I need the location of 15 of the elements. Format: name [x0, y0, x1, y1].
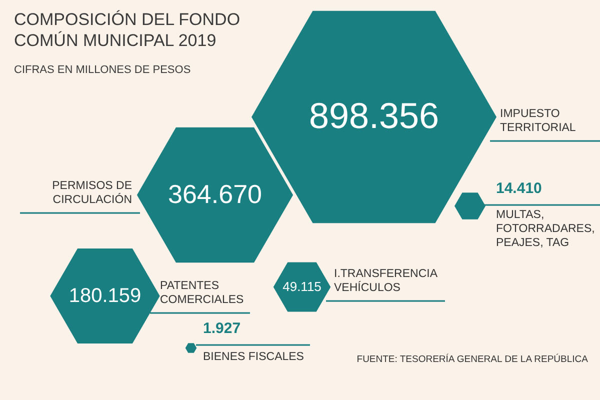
text: COMPOSICIÓN DEL FONDO COMÚN MUNICIPAL 2019	[14, 10, 240, 50]
data-label: 180.159	[68, 285, 142, 307]
data-label: 1.927	[203, 320, 241, 337]
category-label: BIENES FISCALES	[203, 351, 304, 363]
category-label: MULTAS, FOTORRADARES, PEAJES, TAG	[496, 209, 595, 249]
category-label: IMPUESTO TERRITORIAL	[500, 108, 576, 134]
category-label: PERMISOS DE CIRCULACIÓN	[52, 180, 132, 206]
data-label: 898.356	[308, 95, 440, 136]
data-label: 14.410	[496, 180, 542, 197]
text: CIFRAS EN MILLONES DE PESOS	[14, 64, 191, 76]
category-label: PATENTES COMERCIALES	[160, 280, 244, 306]
source-note: FUENTE: TESORERÍA GENERAL DE LA REPÚBLICA	[356, 353, 589, 365]
category-label: I.TRANSFERENCIA VEHÍCULOS	[334, 268, 438, 294]
data-label: 364.670	[168, 179, 262, 209]
data-label: 49.115	[282, 279, 322, 294]
